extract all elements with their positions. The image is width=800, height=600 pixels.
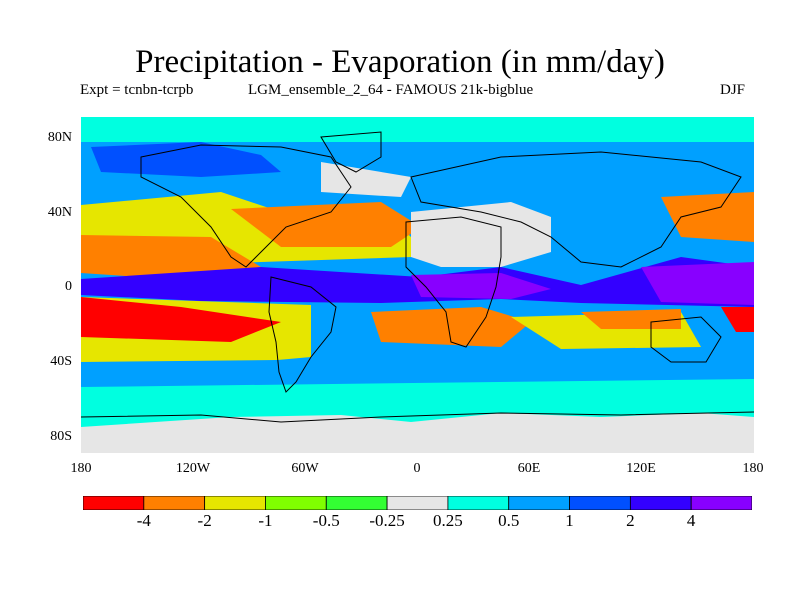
season-label: DJF	[720, 82, 746, 98]
colorbar-tick-label: 0.5	[498, 511, 520, 530]
colorbar-box	[83, 496, 145, 510]
lon-tick-0: 0	[413, 461, 421, 476]
lat-tick-80n: 80N	[47, 130, 72, 145]
colorbar-box	[629, 496, 692, 510]
lon-tick-180e: 180	[742, 461, 764, 476]
coast-australia	[650, 316, 722, 363]
coast-south-america	[268, 276, 337, 393]
colorbar-tick-label: -2	[197, 511, 212, 530]
colorbar-tick-label: -4	[136, 511, 151, 530]
coast-antarctica	[81, 411, 754, 423]
colorbar-box	[508, 496, 570, 510]
field-southern-ocean-moist	[81, 355, 754, 387]
colorbar-box	[265, 496, 327, 510]
colorbar-box	[204, 496, 266, 510]
colorbar-box	[447, 496, 510, 510]
coast-greenland	[320, 131, 382, 173]
precipitation-minus-evaporation-map	[81, 117, 754, 453]
field-west-pacific-strong	[641, 262, 754, 305]
field-arctic-band	[81, 117, 754, 142]
field-n-atlantic-dry	[231, 202, 421, 247]
field-southern-ocean-light	[81, 379, 754, 413]
colorbar	[83, 496, 752, 510]
colorbar-tick-label: 0.25	[433, 511, 463, 530]
model-label: LGM_ensemble_2_64 - FAMOUS 21k-bigblue	[248, 82, 534, 98]
colorbar-tick-label: 1	[565, 511, 574, 530]
field-n-america-dry	[321, 162, 411, 197]
lon-tick-180w: 180	[70, 461, 92, 476]
colorbar-tick-label: -0.5	[312, 511, 340, 530]
field-nw-pacific-dry	[661, 192, 754, 242]
field-antarctica-dry	[81, 413, 754, 453]
colorbar-box	[569, 496, 631, 510]
field-east-edge-dry	[721, 307, 754, 332]
coast-north-america	[140, 144, 352, 268]
coast-africa	[405, 216, 502, 348]
field-atlantic-itcz-strong	[411, 273, 551, 299]
experiment-label: Expt = tcnbn-tcrpb	[80, 82, 194, 98]
coastlines	[81, 131, 754, 423]
lon-tick-120w: 120W	[175, 461, 211, 476]
colorbar-box	[690, 496, 752, 510]
colorbar-tick-label: -1	[258, 511, 273, 530]
coast-eurasia	[410, 151, 742, 268]
lat-tick-80s: 80S	[50, 429, 72, 444]
colorbar-box	[325, 496, 388, 510]
field-southeast-pacific-dry	[81, 297, 281, 342]
field-npacific-wet	[91, 142, 281, 177]
field-eurasia-moist	[401, 142, 681, 179]
plot-title: Precipitation - Evaporation (in mm/day)	[135, 44, 665, 80]
colorbar-tick-label: 2	[626, 511, 635, 530]
lon-tick-60w: 60W	[291, 461, 319, 476]
field-south-atlantic-dry	[371, 307, 531, 347]
lat-tick-eq: 0	[65, 279, 72, 294]
field-n-pacific-dry	[81, 235, 261, 277]
lon-tick-60e: 60E	[517, 461, 541, 476]
colorbar-tick-label: -0.25	[369, 511, 405, 530]
colorbar-box	[386, 496, 449, 510]
field-indian-ocean-dry	[581, 309, 681, 329]
lon-tick-120e: 120E	[626, 461, 656, 476]
lat-tick-40n: 40N	[47, 205, 72, 220]
colorbar-tick-label: 4	[686, 511, 696, 530]
colorbar-box	[143, 496, 206, 510]
lat-tick-40s: 40S	[50, 354, 72, 369]
